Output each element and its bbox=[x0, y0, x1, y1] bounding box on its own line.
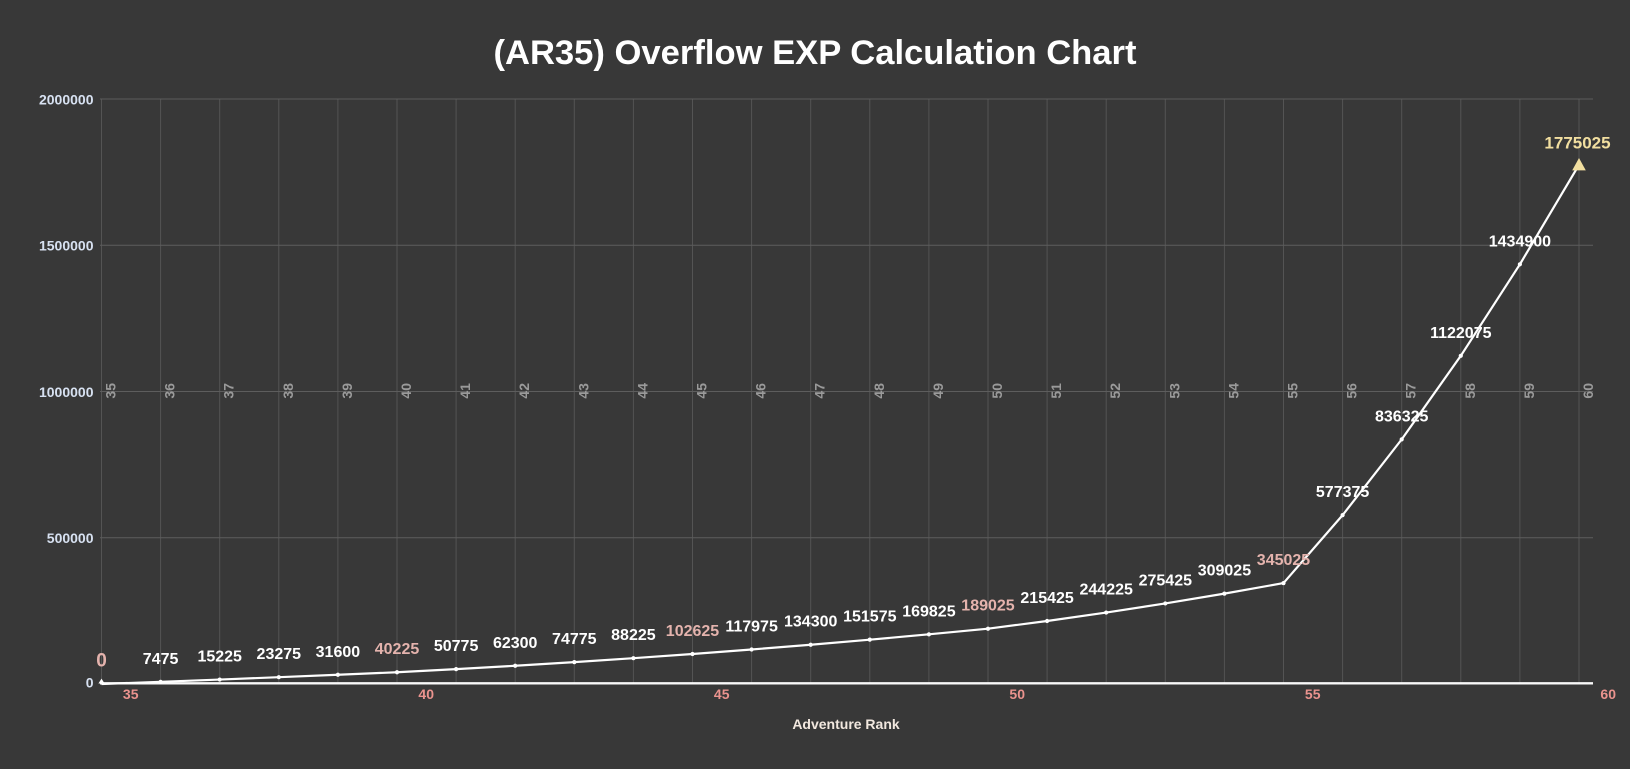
svg-text:43: 43 bbox=[575, 383, 591, 399]
svg-text:60: 60 bbox=[1580, 383, 1596, 399]
svg-text:169825: 169825 bbox=[902, 603, 955, 620]
svg-text:59: 59 bbox=[1521, 383, 1537, 399]
svg-text:55: 55 bbox=[1285, 383, 1301, 399]
svg-text:50: 50 bbox=[1009, 686, 1025, 702]
svg-text:1775025: 1775025 bbox=[1544, 133, 1610, 152]
svg-text:48: 48 bbox=[871, 383, 887, 399]
svg-text:45: 45 bbox=[714, 686, 730, 702]
svg-text:836325: 836325 bbox=[1375, 408, 1428, 425]
svg-text:31600: 31600 bbox=[316, 644, 361, 661]
svg-text:23275: 23275 bbox=[257, 646, 302, 663]
svg-text:45: 45 bbox=[694, 383, 710, 399]
svg-text:7475: 7475 bbox=[143, 651, 179, 668]
svg-text:44: 44 bbox=[634, 383, 650, 399]
svg-text:1000000: 1000000 bbox=[39, 384, 94, 400]
svg-text:35: 35 bbox=[123, 686, 139, 702]
svg-text:51: 51 bbox=[1048, 383, 1064, 399]
svg-text:53: 53 bbox=[1166, 383, 1182, 399]
svg-text:60: 60 bbox=[1600, 686, 1616, 702]
svg-text:1434900: 1434900 bbox=[1489, 233, 1551, 250]
svg-text:15225: 15225 bbox=[197, 649, 242, 666]
svg-text:Adventure Rank: Adventure Rank bbox=[792, 716, 900, 732]
svg-text:88225: 88225 bbox=[611, 627, 656, 644]
svg-text:57: 57 bbox=[1403, 383, 1419, 399]
svg-text:(AR35) Overflow EXP Calculatio: (AR35) Overflow EXP Calculation Chart bbox=[493, 34, 1137, 72]
svg-text:50775: 50775 bbox=[434, 638, 479, 655]
svg-text:36: 36 bbox=[162, 383, 178, 399]
svg-text:1500000: 1500000 bbox=[39, 238, 94, 254]
svg-text:1122075: 1122075 bbox=[1430, 325, 1492, 342]
svg-text:189025: 189025 bbox=[961, 598, 1014, 615]
svg-text:2000000: 2000000 bbox=[39, 91, 94, 107]
svg-text:102625: 102625 bbox=[666, 623, 719, 640]
svg-text:41: 41 bbox=[457, 383, 473, 399]
svg-text:345025: 345025 bbox=[1257, 552, 1310, 569]
svg-text:38: 38 bbox=[280, 383, 296, 399]
svg-text:0: 0 bbox=[86, 675, 94, 691]
svg-text:74775: 74775 bbox=[552, 631, 597, 648]
svg-text:244225: 244225 bbox=[1080, 582, 1133, 599]
svg-text:35: 35 bbox=[103, 383, 119, 399]
svg-text:40: 40 bbox=[398, 383, 414, 399]
svg-text:58: 58 bbox=[1462, 383, 1478, 399]
svg-text:62300: 62300 bbox=[493, 635, 538, 652]
svg-text:55: 55 bbox=[1305, 686, 1321, 702]
svg-text:117975: 117975 bbox=[725, 618, 778, 635]
svg-text:500000: 500000 bbox=[47, 530, 94, 546]
svg-text:52: 52 bbox=[1107, 383, 1123, 399]
svg-text:309025: 309025 bbox=[1198, 563, 1251, 580]
svg-text:151575: 151575 bbox=[843, 609, 896, 626]
svg-text:42: 42 bbox=[516, 383, 532, 399]
svg-text:577375: 577375 bbox=[1316, 484, 1369, 501]
svg-text:215425: 215425 bbox=[1020, 590, 1073, 607]
svg-text:47: 47 bbox=[812, 383, 828, 399]
svg-text:0: 0 bbox=[96, 651, 107, 672]
svg-text:39: 39 bbox=[339, 383, 355, 399]
svg-text:56: 56 bbox=[1344, 383, 1360, 399]
svg-text:54: 54 bbox=[1225, 383, 1241, 399]
svg-text:46: 46 bbox=[753, 383, 769, 399]
svg-text:49: 49 bbox=[930, 383, 946, 399]
svg-text:275425: 275425 bbox=[1139, 572, 1192, 589]
svg-text:50: 50 bbox=[989, 383, 1005, 399]
svg-text:40225: 40225 bbox=[375, 641, 420, 658]
svg-text:37: 37 bbox=[221, 383, 237, 399]
svg-text:134300: 134300 bbox=[784, 614, 837, 631]
svg-text:40: 40 bbox=[418, 686, 434, 702]
